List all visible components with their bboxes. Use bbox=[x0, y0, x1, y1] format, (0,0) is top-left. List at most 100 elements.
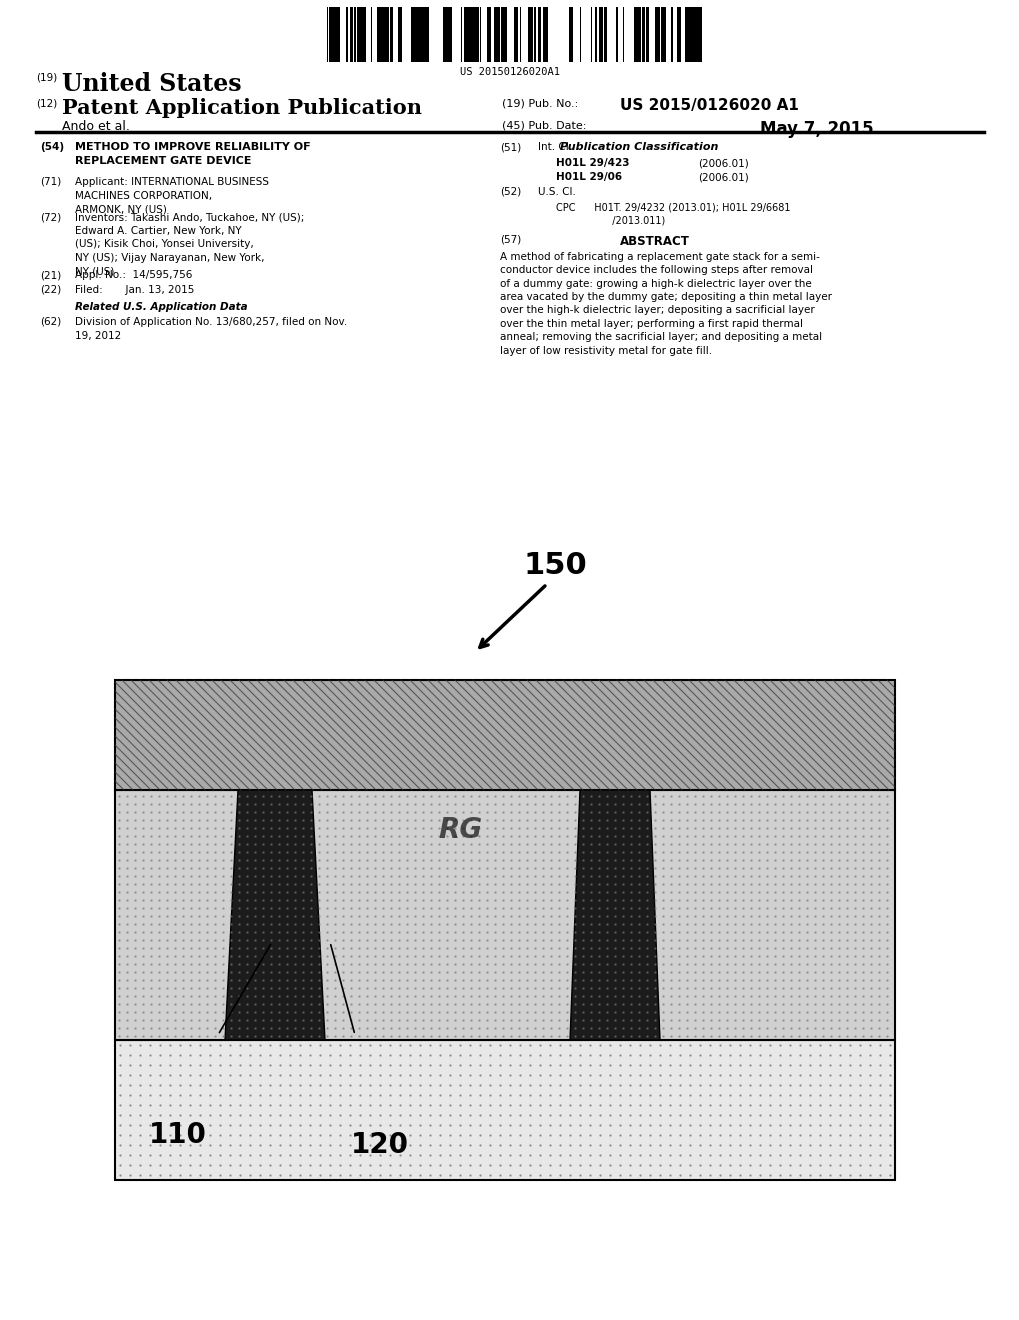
Bar bbox=[645, 7, 648, 62]
Bar bbox=[604, 7, 606, 62]
Text: (72): (72) bbox=[40, 213, 61, 222]
Bar bbox=[695, 7, 697, 62]
Text: ABSTRACT: ABSTRACT bbox=[620, 235, 689, 248]
Bar bbox=[475, 7, 477, 62]
Text: (71): (71) bbox=[40, 177, 61, 187]
Bar bbox=[516, 7, 518, 62]
Bar bbox=[390, 7, 392, 62]
Bar bbox=[115, 680, 894, 789]
Bar bbox=[598, 7, 600, 62]
Bar bbox=[639, 7, 640, 62]
Bar bbox=[697, 7, 699, 62]
Bar bbox=[590, 7, 592, 62]
Bar bbox=[417, 7, 418, 62]
Bar bbox=[569, 7, 571, 62]
Bar bbox=[634, 7, 637, 62]
Bar bbox=[500, 7, 502, 62]
Polygon shape bbox=[570, 789, 659, 1040]
Bar bbox=[444, 7, 446, 62]
Bar bbox=[671, 7, 673, 62]
Bar bbox=[461, 7, 462, 62]
Bar bbox=[472, 7, 474, 62]
Text: (62): (62) bbox=[40, 317, 61, 327]
Bar bbox=[442, 7, 444, 62]
Text: Appl. No.:  14/595,756: Appl. No.: 14/595,756 bbox=[75, 271, 193, 280]
Polygon shape bbox=[225, 789, 325, 1040]
Bar bbox=[346, 7, 347, 62]
Bar bbox=[529, 7, 532, 62]
Bar bbox=[637, 7, 638, 62]
Bar bbox=[420, 7, 422, 62]
Text: May 7, 2015: May 7, 2015 bbox=[759, 120, 872, 139]
Text: 110: 110 bbox=[149, 1121, 207, 1148]
Bar bbox=[387, 7, 389, 62]
Text: (45) Pub. Date:: (45) Pub. Date: bbox=[501, 120, 586, 129]
Bar bbox=[336, 7, 339, 62]
Text: RG: RG bbox=[437, 816, 482, 843]
Text: H01L 29/423: H01L 29/423 bbox=[555, 158, 629, 168]
Bar bbox=[496, 7, 499, 62]
Bar bbox=[689, 7, 691, 62]
Bar bbox=[542, 7, 545, 62]
Text: Applicant: INTERNATIONAL BUSINESS
MACHINES CORPORATION,
ARMONK, NY (US): Applicant: INTERNATIONAL BUSINESS MACHIN… bbox=[75, 177, 269, 214]
Bar bbox=[358, 7, 360, 62]
Text: METHOD TO IMPROVE RELIABILITY OF
REPLACEMENT GATE DEVICE: METHOD TO IMPROVE RELIABILITY OF REPLACE… bbox=[75, 143, 311, 166]
Bar bbox=[334, 7, 336, 62]
Text: Filed:       Jan. 13, 2015: Filed: Jan. 13, 2015 bbox=[75, 285, 195, 294]
Text: (2006.01): (2006.01) bbox=[697, 158, 748, 168]
Bar bbox=[699, 7, 701, 62]
Bar bbox=[425, 7, 428, 62]
Bar bbox=[115, 1040, 894, 1180]
Text: (57): (57) bbox=[499, 235, 521, 246]
Bar bbox=[384, 7, 387, 62]
Text: Publication Classification: Publication Classification bbox=[559, 143, 717, 152]
Bar bbox=[493, 7, 496, 62]
Bar bbox=[326, 7, 328, 62]
Bar bbox=[487, 7, 490, 62]
Text: H01L 29/06: H01L 29/06 bbox=[555, 172, 622, 182]
Text: (22): (22) bbox=[40, 285, 61, 294]
Bar bbox=[411, 7, 413, 62]
Bar bbox=[354, 7, 356, 62]
Bar bbox=[660, 7, 663, 62]
Text: US 20150126020A1: US 20150126020A1 bbox=[460, 67, 559, 77]
Bar bbox=[579, 7, 581, 62]
Text: Int. Cl.: Int. Cl. bbox=[537, 143, 572, 152]
Bar bbox=[464, 7, 467, 62]
Bar bbox=[663, 7, 665, 62]
Bar bbox=[571, 7, 573, 62]
Text: A method of fabricating a replacement gate stack for a semi-
conductor device in: A method of fabricating a replacement ga… bbox=[499, 252, 832, 355]
Bar bbox=[691, 7, 694, 62]
Text: Patent Application Publication: Patent Application Publication bbox=[62, 98, 422, 117]
Text: U.S. Cl.: U.S. Cl. bbox=[537, 187, 576, 197]
Bar bbox=[527, 7, 529, 62]
Bar bbox=[361, 7, 363, 62]
Bar bbox=[467, 7, 470, 62]
Bar bbox=[115, 789, 894, 1040]
Text: Ando et al.: Ando et al. bbox=[62, 120, 129, 133]
Text: United States: United States bbox=[62, 73, 242, 96]
Bar bbox=[534, 7, 536, 62]
Bar bbox=[538, 7, 540, 62]
Bar bbox=[654, 7, 656, 62]
Bar bbox=[381, 7, 384, 62]
Bar bbox=[448, 7, 451, 62]
Text: (19) Pub. No.:: (19) Pub. No.: bbox=[501, 98, 578, 108]
Bar bbox=[504, 7, 505, 62]
Bar bbox=[331, 7, 334, 62]
Bar bbox=[477, 7, 478, 62]
Bar bbox=[378, 7, 381, 62]
Bar bbox=[474, 7, 475, 62]
Bar bbox=[399, 7, 401, 62]
Bar bbox=[600, 7, 602, 62]
Bar bbox=[446, 7, 447, 62]
Text: (52): (52) bbox=[499, 187, 521, 197]
Bar bbox=[514, 7, 516, 62]
Text: 150: 150 bbox=[523, 550, 586, 579]
Text: (54): (54) bbox=[40, 143, 64, 152]
Text: (2006.01): (2006.01) bbox=[697, 172, 748, 182]
Bar bbox=[545, 7, 546, 62]
Bar bbox=[686, 7, 689, 62]
Bar bbox=[413, 7, 416, 62]
Bar bbox=[677, 7, 678, 62]
